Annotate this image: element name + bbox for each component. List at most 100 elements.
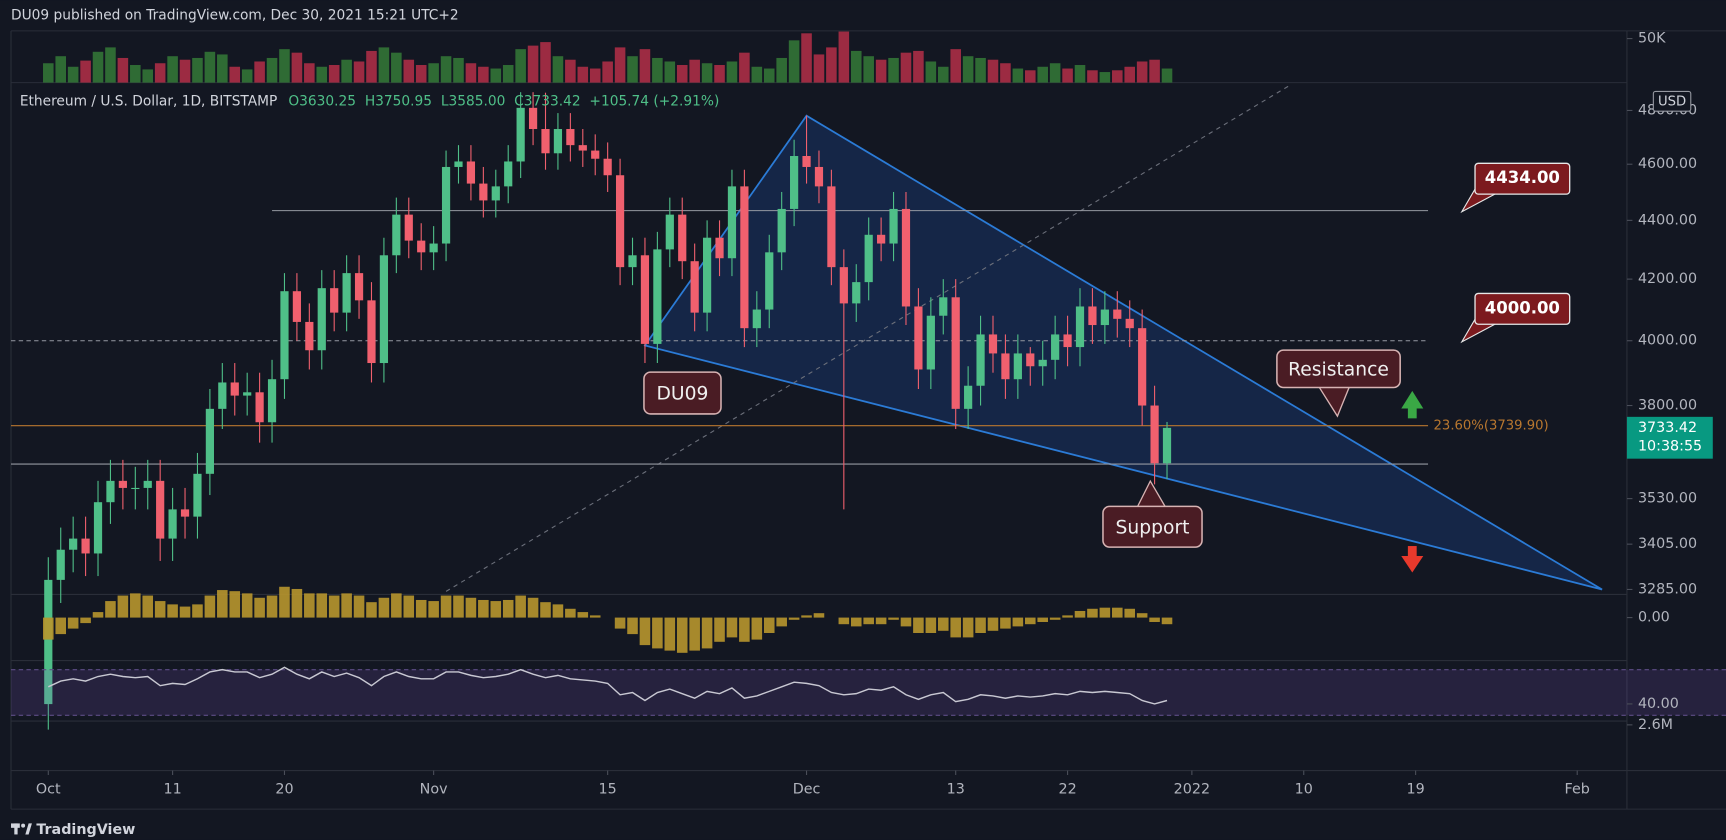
candle-body — [330, 288, 339, 313]
candle-body — [988, 334, 998, 354]
legend-value: C3733.42 — [514, 93, 580, 109]
candle-body — [678, 214, 687, 262]
candle-body — [1075, 306, 1085, 348]
candle-body — [1051, 334, 1060, 360]
macd-bar — [1062, 615, 1073, 618]
volume-bar — [55, 56, 67, 83]
volume-bar — [652, 57, 663, 83]
macd-bar — [763, 617, 775, 633]
macd-bar — [850, 617, 862, 627]
candle-body — [715, 237, 724, 259]
macd-bar — [652, 617, 663, 649]
macd-bar — [1161, 617, 1173, 625]
macd-bar — [676, 617, 688, 653]
macd-bar — [1074, 610, 1086, 618]
macd-bar — [453, 595, 464, 618]
macd-bar — [415, 599, 427, 618]
volume-bar — [105, 47, 116, 83]
volume-bar — [589, 68, 601, 83]
arrow-head — [1401, 390, 1424, 409]
candle-body — [156, 480, 165, 539]
volume-bar — [229, 66, 241, 83]
macd-bar — [428, 601, 439, 618]
y-tick-label: 4400.00 — [1638, 212, 1697, 228]
candle-body — [814, 166, 824, 187]
volume-bar — [1037, 66, 1048, 83]
volume-bar — [67, 66, 79, 83]
macd-bar — [925, 617, 937, 633]
macd-bar — [291, 588, 303, 618]
volume-bar — [465, 63, 477, 83]
y-tick-label: 3285.00 — [1638, 581, 1697, 597]
volume-bar — [763, 68, 775, 83]
macd-bar — [142, 595, 154, 618]
macd-bar — [366, 602, 377, 618]
candle-body — [578, 145, 587, 151]
volume-bar — [689, 59, 700, 83]
volume-bar — [217, 54, 228, 83]
macd-bar — [639, 617, 651, 646]
x-tick-label: 19 — [1407, 781, 1425, 797]
published-note: DU09 published on TradingView.com, Dec 3… — [11, 7, 459, 23]
y-tick-label: 3530.00 — [1638, 491, 1697, 507]
x-tick-label: Oct — [36, 781, 61, 797]
volume-bar — [80, 60, 91, 83]
annotation-text: DU09 — [657, 384, 709, 405]
logo-part — [21, 823, 26, 828]
volume-bar — [527, 45, 539, 83]
candle-body — [429, 243, 438, 253]
volume-bar — [440, 56, 452, 83]
candle-body — [44, 579, 53, 705]
countdown: 10:38:55 — [1638, 439, 1702, 455]
macd-bar — [540, 602, 551, 618]
candle-body — [765, 252, 774, 310]
candle-body — [640, 255, 650, 344]
macd-bar — [1149, 617, 1160, 622]
volume-bar — [1074, 65, 1086, 83]
volume-bar — [378, 47, 390, 83]
candle-body — [976, 334, 985, 386]
macd-bar — [179, 606, 191, 618]
candle-body — [615, 175, 625, 268]
volume-bar — [726, 61, 738, 83]
macd-bar — [254, 597, 265, 618]
y-tick-label: 40.00 — [1638, 696, 1679, 712]
candle-body — [541, 129, 550, 154]
candle-body — [1113, 309, 1122, 319]
legend: Ethereum / U.S. Dollar, 1D, BITSTAMP O363… — [20, 93, 720, 109]
rsi-band — [11, 669, 1726, 716]
volume-bar — [1000, 63, 1011, 83]
candle-body — [951, 297, 960, 409]
volume-bar — [341, 59, 352, 83]
x-tick-label: Dec — [793, 781, 821, 797]
macd-bar — [565, 608, 576, 618]
candle-body — [504, 161, 513, 187]
macd-bar — [813, 613, 825, 618]
candle-body — [914, 306, 923, 370]
volume-bar — [776, 57, 787, 83]
volume-bar — [92, 51, 104, 83]
volume-bar — [291, 52, 303, 83]
macd-bar — [328, 595, 340, 618]
volume-bar — [204, 51, 216, 83]
macd-bar — [391, 593, 402, 618]
volume-bar — [43, 63, 54, 83]
macd-bar — [341, 593, 352, 618]
candle-body — [665, 214, 674, 250]
volume-bar — [1024, 70, 1036, 83]
candle-body — [653, 249, 662, 344]
candle-body — [1138, 328, 1147, 406]
x-tick-label: 15 — [599, 781, 617, 797]
last-price-tag — [1626, 416, 1713, 459]
volume-bar — [502, 65, 514, 83]
annotation-box — [643, 371, 722, 415]
candle-body — [143, 480, 152, 488]
macd-bar — [279, 586, 290, 618]
candle-body — [280, 291, 289, 380]
macd-bar — [776, 617, 787, 627]
macd-bar — [1087, 608, 1098, 618]
volume-bar — [565, 59, 576, 83]
arrow-stem — [1407, 407, 1417, 419]
macd-bar — [913, 617, 924, 633]
volume-bar — [602, 61, 613, 83]
